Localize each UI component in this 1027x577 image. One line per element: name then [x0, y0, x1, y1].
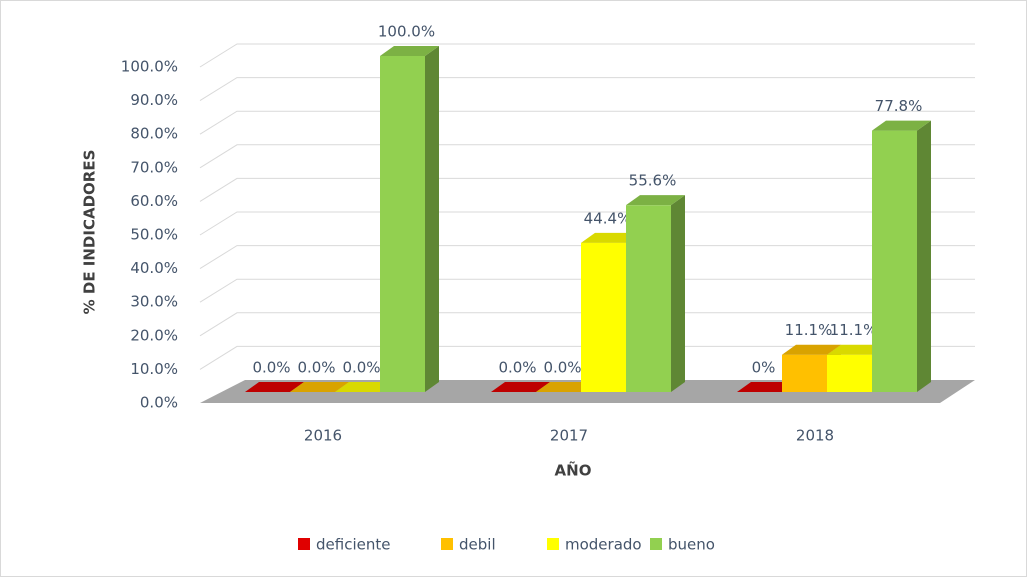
- x-axis-title: AÑO: [555, 461, 592, 480]
- x-tick-label: 2017: [550, 427, 588, 445]
- bar: [335, 382, 394, 392]
- bar-front: [380, 56, 425, 392]
- bar: [290, 382, 349, 392]
- grid-line: [199, 177, 975, 202]
- legend-label: moderado: [565, 536, 642, 554]
- bar-side: [917, 120, 931, 392]
- bar-side: [425, 46, 439, 392]
- bar-front: [782, 354, 827, 392]
- y-tick-label: 100.0%: [121, 58, 178, 76]
- data-label: 0.0%: [252, 359, 290, 377]
- bar-side: [671, 195, 685, 392]
- y-tick-label: 70.0%: [130, 158, 178, 176]
- bar-front: [581, 242, 626, 392]
- bar-top: [245, 382, 304, 392]
- grid-line: [199, 144, 975, 169]
- bar-top: [380, 46, 439, 56]
- bar: [626, 195, 685, 392]
- bar: [380, 46, 439, 392]
- bar-top: [872, 120, 931, 131]
- x-tick-label: 2016: [304, 427, 342, 445]
- y-tick-label: 80.0%: [130, 125, 178, 143]
- bar-front: [626, 205, 671, 392]
- bar: [491, 382, 550, 392]
- grid-line: [199, 211, 975, 236]
- legend-label: deficiente: [316, 536, 390, 554]
- data-label: 0.0%: [543, 359, 581, 377]
- grid-line: [199, 43, 975, 68]
- y-tick-label: 0.0%: [140, 394, 178, 412]
- legend-label: bueno: [668, 536, 715, 554]
- bar-top: [290, 382, 349, 392]
- legend-swatch: [441, 538, 453, 550]
- legend-swatch: [298, 538, 310, 550]
- y-tick-label: 40.0%: [130, 259, 178, 277]
- data-label: 0.0%: [498, 359, 536, 377]
- y-tick-label: 30.0%: [130, 293, 178, 311]
- y-tick-label: 10.0%: [130, 360, 178, 378]
- bar: [827, 344, 886, 392]
- bar: [737, 382, 796, 392]
- y-tick-label: 50.0%: [130, 226, 178, 244]
- bar-top: [782, 344, 841, 355]
- bar-top: [737, 382, 796, 392]
- data-label: 100.0%: [378, 23, 435, 41]
- bar: [245, 382, 304, 392]
- legend-swatch: [650, 538, 662, 550]
- x-tick-label: 2018: [796, 427, 834, 445]
- grid-line: [199, 345, 975, 370]
- bar-top: [827, 344, 886, 355]
- y-tick-label: 60.0%: [130, 192, 178, 210]
- legend-swatch: [547, 538, 559, 550]
- legend-label: debil: [459, 536, 496, 554]
- y-tick-label: 90.0%: [130, 91, 178, 109]
- bar-top: [536, 382, 595, 392]
- data-label: 11.1%: [785, 321, 833, 339]
- y-tick-label: 20.0%: [130, 326, 178, 344]
- data-label: 0%: [752, 359, 776, 377]
- bar-front: [872, 130, 917, 393]
- bar-top: [626, 195, 685, 206]
- bar-top: [335, 382, 394, 392]
- data-label: 11.1%: [830, 321, 878, 339]
- bar: [872, 120, 931, 393]
- data-label: 44.4%: [584, 209, 632, 227]
- bar: [536, 382, 595, 392]
- bar-top: [581, 232, 640, 243]
- data-label: 77.8%: [875, 97, 923, 115]
- y-axis-title: % DE INDICADORES: [81, 150, 99, 315]
- grid-line: [199, 110, 975, 135]
- grid-line: [199, 77, 975, 102]
- data-label: 0.0%: [297, 359, 335, 377]
- data-label: 0.0%: [342, 359, 380, 377]
- bar-front: [827, 354, 872, 392]
- grid-line: [199, 278, 975, 303]
- grid-line: [199, 245, 975, 270]
- data-label: 55.6%: [629, 172, 677, 190]
- bar-top: [491, 382, 550, 392]
- grid-line: [199, 312, 975, 337]
